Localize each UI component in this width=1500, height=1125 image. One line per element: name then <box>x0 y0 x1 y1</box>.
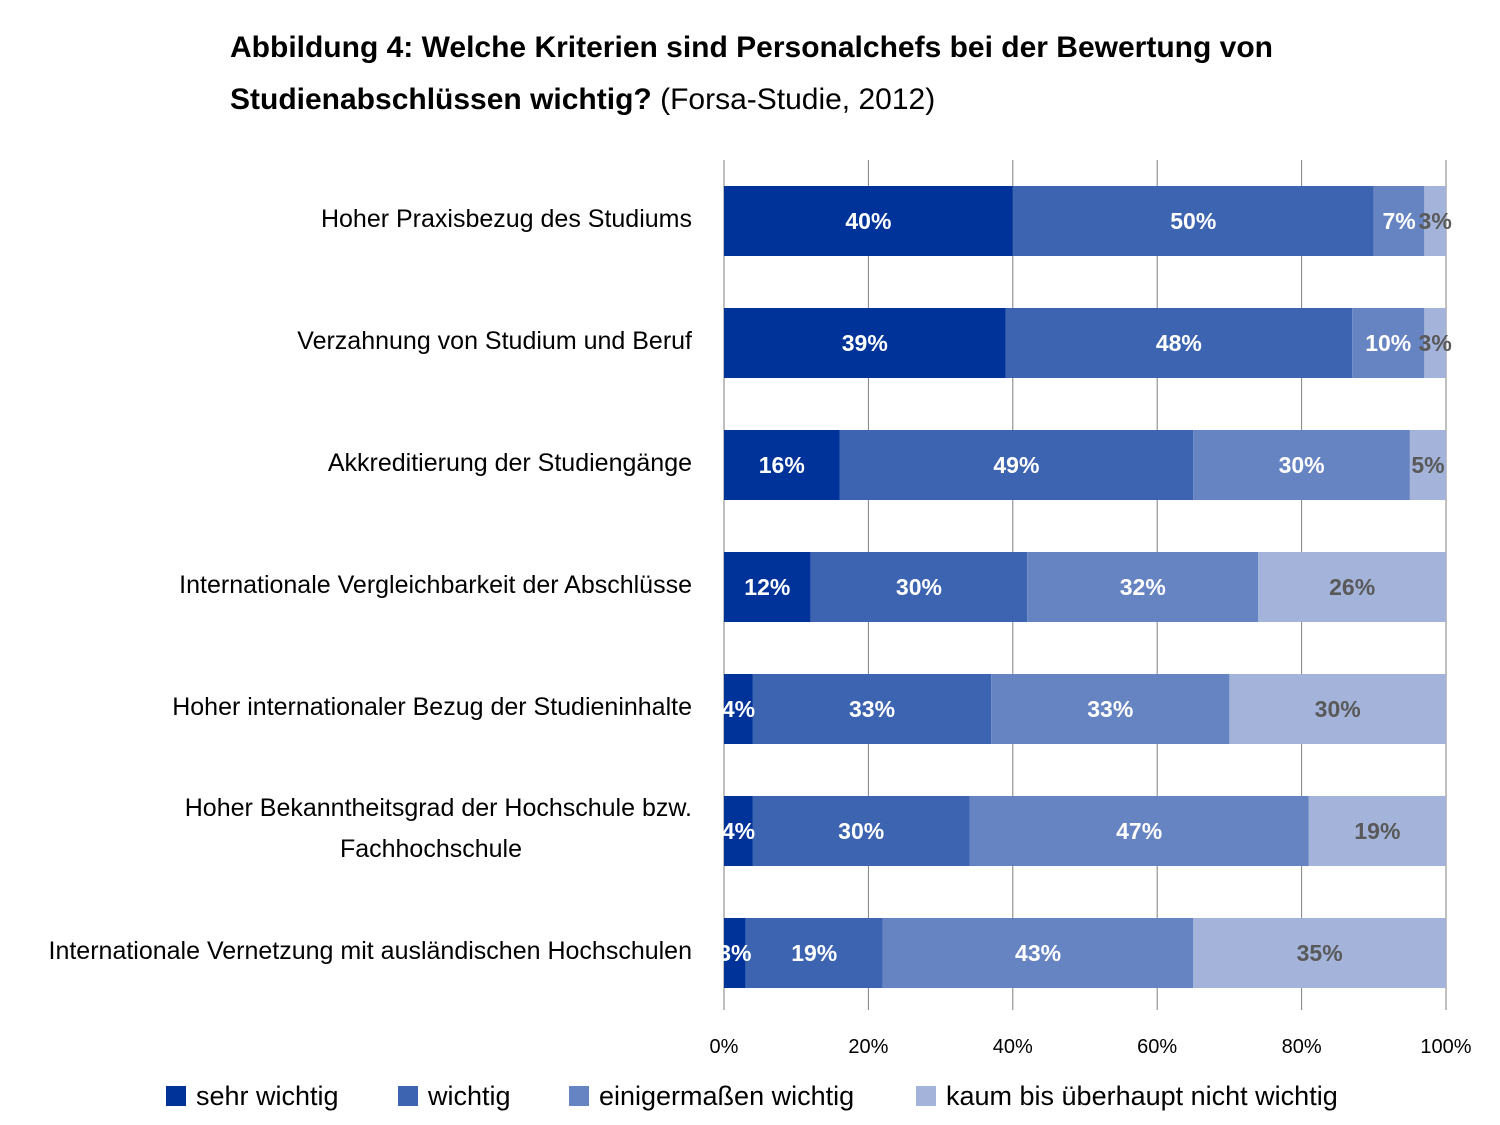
chart-title-main: Abbildung 4: Welche Kriterien sind Perso… <box>230 31 1273 116</box>
legend-swatch <box>398 1086 418 1106</box>
bar-value-label: 16% <box>759 452 805 478</box>
bar-value-label: 3% <box>1419 208 1452 234</box>
category-labels: Hoher Praxisbezug des Studiums Verzahnung… <box>49 205 693 965</box>
bar-segment <box>1229 674 1446 744</box>
chart-title-source: (Forsa-Studie, 2012) <box>660 83 936 116</box>
legend-swatch <box>916 1086 936 1106</box>
bar-value-label: 3% <box>1419 330 1452 356</box>
bar-value-label: 4% <box>722 696 755 722</box>
bar-value-label: 7% <box>1382 208 1415 234</box>
x-tick-label: 80% <box>1282 1036 1322 1058</box>
bar-segment <box>839 430 1194 500</box>
legend-label: sehr wichtig <box>196 1081 339 1111</box>
bar-segment <box>745 918 883 988</box>
bar-segment <box>724 552 811 622</box>
bar-value-label: 10% <box>1365 330 1411 356</box>
category-label: Verzahnung von Studium und Beruf <box>297 327 692 355</box>
legend-swatch <box>166 1086 186 1106</box>
x-tick-label: 60% <box>1137 1036 1177 1058</box>
bar-segment <box>752 796 970 866</box>
legend-label: einigermaßen wichtig <box>599 1081 854 1111</box>
bar-segment <box>724 918 746 988</box>
bar-value-label: 12% <box>744 574 790 600</box>
x-tick-label: 0% <box>710 1036 739 1058</box>
x-axis-ticks: 0% 20% 40% 60% 80% 100% <box>710 1036 1472 1058</box>
x-tick-label: 100% <box>1420 1036 1471 1058</box>
bar-value-label: 30% <box>896 574 942 600</box>
bar-value-label: 30% <box>1315 696 1361 722</box>
legend-label: wichtig <box>427 1081 511 1111</box>
bar-segment <box>1012 186 1374 256</box>
bar-segment <box>1027 552 1259 622</box>
legend: sehr wichtig wichtig einigermaßen wichtig k… <box>166 1081 1338 1111</box>
bar-segment <box>882 918 1194 988</box>
bar-value-label: 33% <box>1087 696 1133 722</box>
bar-value-label: 30% <box>1279 452 1325 478</box>
bar-segment <box>1308 796 1446 866</box>
bar-segment <box>1193 430 1410 500</box>
bar-segment <box>1352 308 1425 378</box>
bar-value-label: 5% <box>1411 452 1444 478</box>
bar-value-label: 47% <box>1116 818 1162 844</box>
category-label: Hoher Bekanntheitsgrad der Hochschule bz… <box>185 794 692 863</box>
bar-value-labels: 40% 50% 7% 3%39% 48% 10% 3%16% 49% 30% 5%12% 30% 32… <box>718 208 1452 966</box>
chart-title: Abbildung 4: Welche Kriterien sind Perso… <box>230 22 1430 126</box>
bar-value-label: 32% <box>1120 574 1166 600</box>
bar-segment <box>1005 308 1353 378</box>
bar-segments <box>724 186 1446 988</box>
bar-value-label: 35% <box>1297 940 1343 966</box>
x-tick-label: 40% <box>993 1036 1033 1058</box>
bar-segment <box>724 186 1013 256</box>
bar-segment <box>752 674 992 744</box>
bar-value-label: 26% <box>1329 574 1375 600</box>
bar-value-label: 30% <box>838 818 884 844</box>
bar-value-label: 48% <box>1156 330 1202 356</box>
bar-segment <box>991 674 1230 744</box>
bar-segment <box>1258 552 1446 622</box>
bar-value-label: 33% <box>849 696 895 722</box>
bar-value-label: 39% <box>842 330 888 356</box>
bar-segment <box>724 796 753 866</box>
bar-segment <box>1424 308 1446 378</box>
legend-label: kaum bis überhaupt nicht wichtig <box>946 1081 1338 1111</box>
x-tick-label: 20% <box>848 1036 888 1058</box>
bar-value-label: 3% <box>718 940 751 966</box>
bar-value-label: 19% <box>791 940 837 966</box>
bar-segment <box>1193 918 1446 988</box>
bar-value-label: 40% <box>845 208 891 234</box>
bar-segment <box>1373 186 1425 256</box>
category-label: Akkreditierung der Studiengänge <box>328 449 692 477</box>
category-label: Hoher Praxisbezug des Studiums <box>321 205 692 233</box>
bar-segment <box>969 796 1309 866</box>
bar-segment <box>724 308 1006 378</box>
legend-swatch <box>569 1086 589 1106</box>
category-label: Internationale Vergleichbarkeit der Absc… <box>179 571 692 599</box>
bar-value-label: 4% <box>722 818 755 844</box>
bar-segment <box>724 674 753 744</box>
bar-segment <box>1424 186 1446 256</box>
bar-segment <box>1409 430 1446 500</box>
category-label: Hoher internationaler Bezug der Studieni… <box>172 693 692 721</box>
bar-segment <box>810 552 1028 622</box>
category-label: Internationale Vernetzung mit ausländisc… <box>49 937 692 965</box>
bar-value-label: 50% <box>1170 208 1216 234</box>
bar-segment <box>724 430 840 500</box>
bar-value-label: 49% <box>993 452 1039 478</box>
bar-value-label: 19% <box>1354 818 1400 844</box>
bar-value-label: 43% <box>1015 940 1061 966</box>
